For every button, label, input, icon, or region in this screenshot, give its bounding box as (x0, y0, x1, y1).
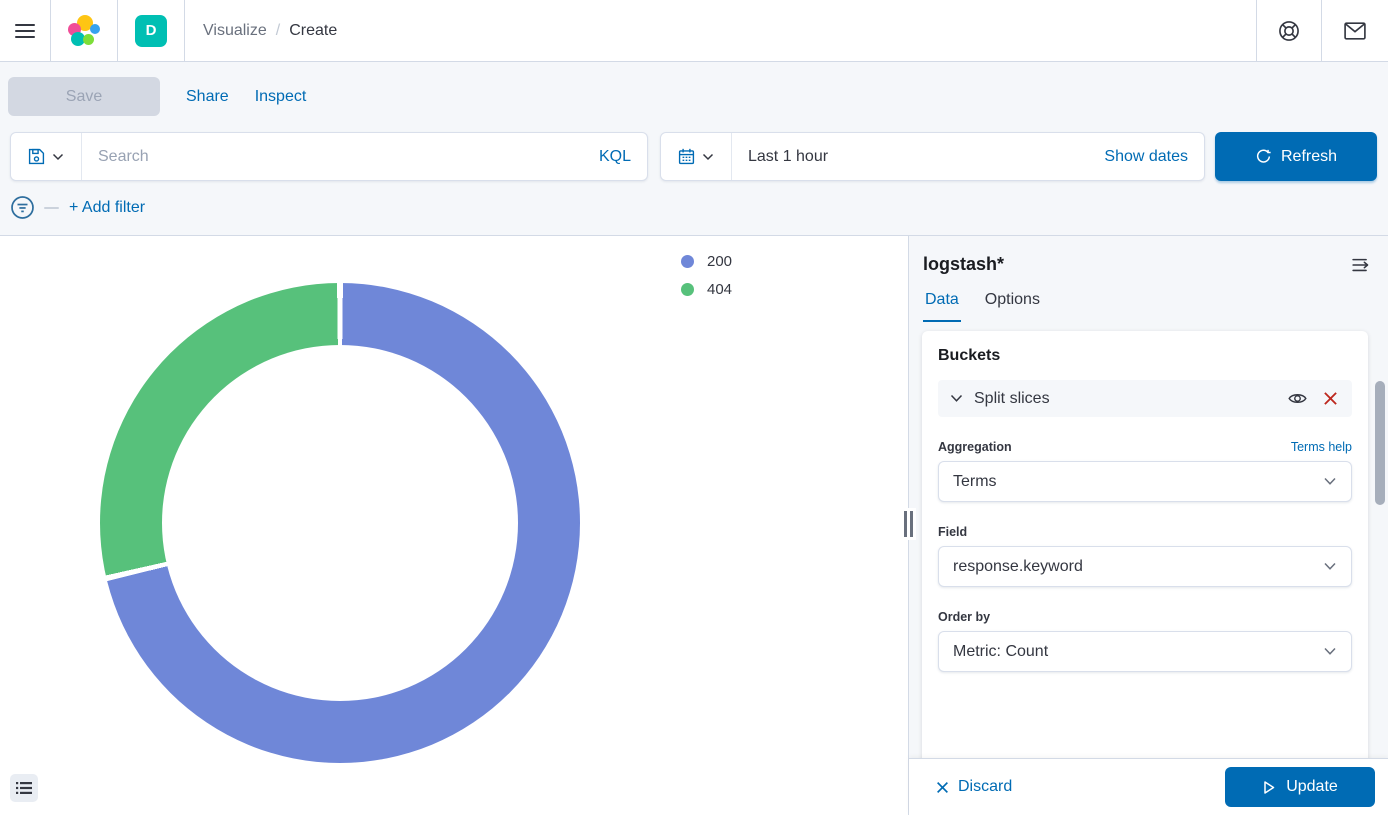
menu-button[interactable] (0, 0, 50, 61)
share-button[interactable]: Share (186, 87, 229, 105)
elastic-logo[interactable] (51, 0, 117, 61)
terms-help-link[interactable]: Terms help (1290, 440, 1352, 454)
legend-dot-404 (681, 283, 694, 296)
panel-scrollbar[interactable] (1375, 381, 1385, 505)
legend-toggle-button[interactable] (10, 774, 38, 802)
update-button[interactable]: Update (1225, 767, 1375, 807)
discard-label: Discard (958, 778, 1013, 795)
remove-bucket-button[interactable] (1321, 389, 1340, 408)
panel-resize-handle[interactable] (900, 508, 916, 540)
vis-editor-panel: logstash* Data Options (900, 236, 1388, 815)
header-divider (50, 0, 51, 61)
header-divider (1321, 0, 1322, 61)
chevron-down-icon (1323, 647, 1337, 656)
list-icon (16, 781, 32, 795)
breadcrumb-separator: / (275, 21, 281, 39)
buckets-card: Buckets Split slices (922, 331, 1368, 815)
help-icon (1278, 20, 1300, 42)
donut-hole (162, 345, 518, 701)
cross-icon (936, 781, 949, 794)
visualize-toolbar-area: Save Share Inspect (0, 62, 1388, 236)
split-slices-accordion: Split slices (938, 380, 1352, 417)
date-picker-group: Last 1 hour Show dates (660, 132, 1205, 181)
inspect-button[interactable]: Inspect (254, 87, 307, 105)
calendar-icon (678, 148, 695, 165)
order-by-value: Metric: Count (953, 642, 1049, 660)
top-header: D Visualize / Create (0, 0, 1388, 62)
header-divider (1256, 0, 1257, 61)
mail-icon (1344, 21, 1366, 40)
chevron-down-icon[interactable] (950, 394, 963, 403)
field-value: response.keyword (953, 557, 1083, 575)
field-label: Field (938, 525, 968, 539)
chevron-down-icon (52, 153, 64, 161)
discard-button[interactable]: Discard (936, 778, 1012, 796)
tab-options[interactable]: Options (983, 291, 1042, 322)
header-divider (184, 0, 185, 61)
chart-legend: 200 404 (681, 253, 732, 309)
editor-action-bar: Discard Update (909, 758, 1388, 815)
save-query-icon (28, 148, 45, 165)
query-input-group: KQL (10, 132, 648, 181)
hamburger-icon (15, 23, 35, 39)
refresh-label: Refresh (1280, 147, 1338, 165)
field-select[interactable]: response.keyword (938, 546, 1352, 587)
newsfeed-button[interactable] (1322, 0, 1388, 61)
filter-icon (10, 195, 35, 220)
legend-item-200[interactable]: 200 (681, 253, 732, 270)
legend-item-404[interactable]: 404 (681, 281, 732, 298)
help-button[interactable] (1257, 0, 1321, 61)
split-slices-label[interactable]: Split slices (974, 389, 1050, 407)
header-divider (117, 0, 118, 61)
toggle-visibility-button[interactable] (1286, 389, 1309, 408)
legend-label-404: 404 (707, 281, 733, 298)
tab-data[interactable]: Data (923, 291, 961, 322)
date-quick-menu-button[interactable] (661, 133, 732, 180)
saved-query-menu-button[interactable] (11, 133, 82, 180)
chevron-down-icon (1323, 562, 1337, 571)
filter-bar-dash (44, 206, 59, 209)
time-range-value[interactable]: Last 1 hour (748, 147, 829, 165)
aggregation-value: Terms (953, 472, 997, 490)
refresh-icon (1255, 148, 1272, 165)
visualization-canvas: 200 404 (0, 236, 908, 815)
save-button[interactable]: Save (8, 77, 160, 116)
buckets-title: Buckets (938, 347, 1001, 364)
refresh-button[interactable]: Refresh (1215, 132, 1377, 181)
collapse-panel-button[interactable] (1350, 255, 1372, 275)
aggregation-label: Aggregation (938, 440, 1012, 454)
chevron-down-icon (702, 153, 714, 161)
space-avatar[interactable]: D (135, 14, 167, 47)
aggregation-select[interactable]: Terms (938, 461, 1352, 502)
menu-right-icon (1352, 257, 1370, 273)
legend-label-200: 200 (707, 253, 733, 270)
play-icon (1262, 780, 1276, 795)
index-pattern-title: logstash* (923, 254, 1005, 274)
legend-dot-200 (681, 255, 694, 268)
order-by-select[interactable]: Metric: Count (938, 631, 1352, 672)
update-label: Update (1286, 778, 1338, 795)
eye-icon (1288, 391, 1307, 406)
order-by-label: Order by (938, 610, 991, 624)
search-input[interactable] (82, 133, 583, 180)
editor-tabs: Data Options (909, 291, 1388, 322)
breadcrumb-create: Create (289, 21, 338, 39)
elastic-logo-icon (68, 14, 100, 47)
query-language-button[interactable]: KQL (598, 147, 631, 165)
donut-chart[interactable] (100, 283, 580, 763)
breadcrumb-visualize[interactable]: Visualize (203, 21, 267, 39)
show-dates-button[interactable]: Show dates (1088, 133, 1204, 180)
close-icon (1323, 391, 1338, 406)
chevron-down-icon (1323, 477, 1337, 486)
add-filter-button[interactable]: + Add filter (69, 198, 146, 216)
breadcrumb: Visualize / Create (185, 0, 337, 61)
